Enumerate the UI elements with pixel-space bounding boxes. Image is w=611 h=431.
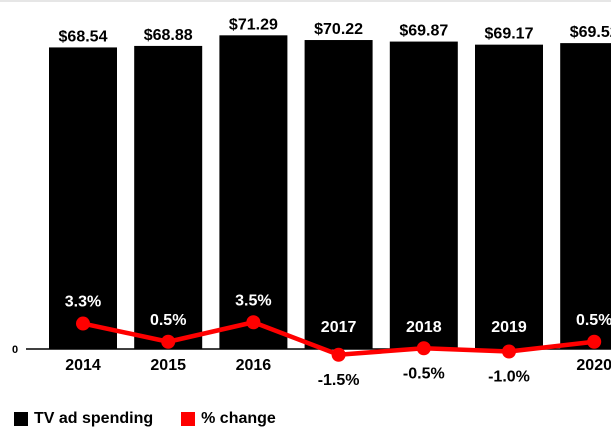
bar-value-label-2014: $68.54 xyxy=(59,28,108,45)
bar-value-label-2016: $71.29 xyxy=(229,16,278,33)
bar-value-label-2015: $68.88 xyxy=(144,27,193,44)
bar-value-label-2018: $69.87 xyxy=(399,23,448,40)
bar-2015 xyxy=(134,45,203,349)
legend-item-tv-ad-spending: TV ad spending xyxy=(14,410,153,428)
pct-change-label-2014: 3.3% xyxy=(65,294,101,311)
legend: TV ad spending % change xyxy=(14,410,304,428)
pct-change-label-2017: -1.5% xyxy=(318,372,360,389)
bar-2019 xyxy=(475,44,543,349)
year-label-2015: 2015 xyxy=(150,357,186,374)
legend-label-tv-ad-spending: TV ad spending xyxy=(34,410,154,427)
pct-change-point-2015 xyxy=(161,334,176,349)
bar-value-label-2019: $69.17 xyxy=(485,26,534,43)
pct-change-point-2017 xyxy=(331,347,346,362)
bar-2017 xyxy=(304,40,373,349)
legend-swatch-black xyxy=(14,412,28,426)
pct-change-label-2015: 0.5% xyxy=(150,312,186,329)
year-label-2016: 2016 xyxy=(236,357,272,374)
bar-value-label-2020: $69.52 xyxy=(570,24,611,41)
pct-change-point-2018 xyxy=(416,341,431,356)
bar-2016 xyxy=(219,35,288,349)
year-label-2018: 2018 xyxy=(406,319,442,336)
year-label-2020: 2020 xyxy=(576,357,611,374)
pct-change-label-2019: -1.0% xyxy=(488,369,530,386)
year-label-2014: 2014 xyxy=(65,357,101,374)
year-label-2017: 2017 xyxy=(321,319,357,336)
pct-change-label-2018: -0.5% xyxy=(403,365,445,382)
pct-change-point-2020 xyxy=(587,334,602,349)
pct-change-label-2020: 0.5% xyxy=(576,312,611,329)
year-label-2019: 2019 xyxy=(491,319,527,336)
zero-axis-label: 0 xyxy=(12,344,18,356)
pct-change-point-2019 xyxy=(502,344,516,359)
legend-label-pct-change: % change xyxy=(201,410,276,427)
bar-2018 xyxy=(389,41,458,350)
bar-2020 xyxy=(560,43,611,349)
legend-swatch-red xyxy=(181,412,196,426)
pct-change-label-2016: 3.5% xyxy=(235,292,271,309)
bar-value-label-2017: $70.22 xyxy=(314,21,363,38)
legend-item-pct-change: % change xyxy=(181,410,276,428)
bar-2014 xyxy=(49,47,117,349)
pct-change-point-2014 xyxy=(76,316,90,331)
pct-change-point-2016 xyxy=(246,315,261,330)
